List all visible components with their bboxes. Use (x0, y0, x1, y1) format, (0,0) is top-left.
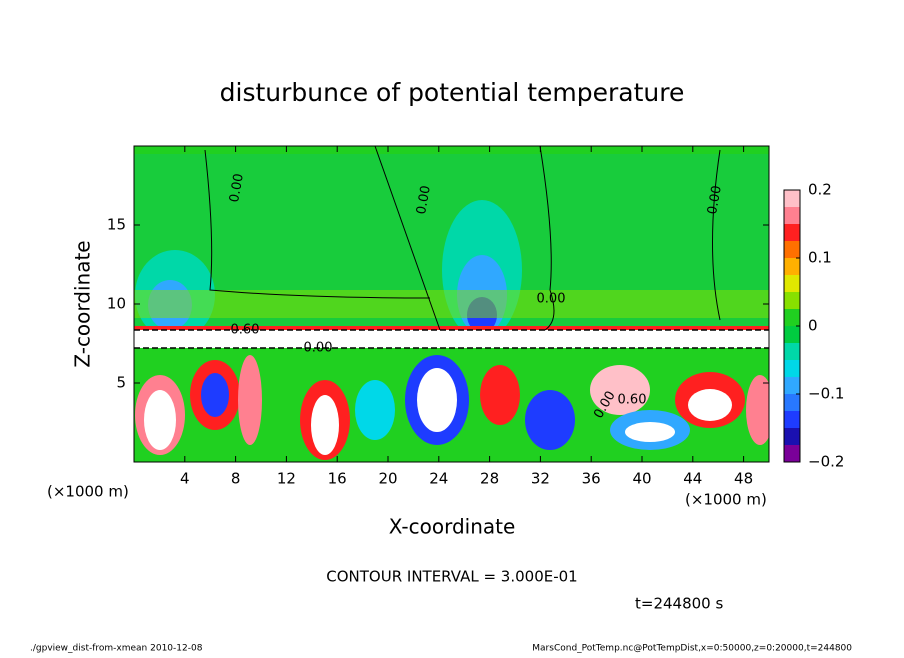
colorbar-tick-label: 0.2 (808, 181, 832, 199)
x-unit: (×1000 m) (685, 491, 767, 509)
footer-right: MarsCond_PotTemp.nc@PotTempDist,x=0:5000… (532, 644, 852, 654)
contour-label: 0.00 (414, 184, 434, 215)
x-axis-label: X-coordinate (389, 515, 516, 539)
colorbar-segment (784, 411, 800, 428)
field-blob (480, 365, 520, 425)
field-blob (688, 389, 732, 421)
colorbar-segment (784, 326, 800, 343)
colorbar-segment (784, 275, 800, 292)
colorbar-segment (784, 241, 800, 258)
field-blob (417, 368, 457, 432)
field-band (134, 290, 769, 318)
colorbar-segment (784, 207, 800, 224)
field-band (134, 326, 769, 330)
colorbar-tick-label: −0.2 (808, 453, 844, 471)
x-tick-label: 12 (277, 470, 296, 488)
colorbar-segment (784, 394, 800, 411)
colorbar-segment (784, 445, 800, 462)
colorbar-segment (784, 360, 800, 377)
field-blob (238, 355, 262, 445)
field-blob (590, 365, 650, 415)
x-tick-label: 20 (378, 470, 397, 488)
colorbar-tick-label: −0.1 (808, 385, 844, 403)
contour-label: 0.00 (227, 172, 247, 203)
contour-line (204, 146, 721, 331)
colorbar-segment (784, 258, 800, 275)
contour-label: 0.00 (705, 184, 725, 215)
field-blob (355, 380, 395, 440)
colorbar-segment (784, 190, 800, 207)
x-tick-label: 48 (734, 470, 753, 488)
y-tick-label: 10 (107, 295, 126, 313)
field-blob (625, 422, 675, 442)
field-blob (525, 390, 575, 450)
colorbar-segment (784, 224, 800, 241)
field-blob (746, 375, 769, 445)
x-unit: (×1000 m) (47, 483, 129, 501)
colorbar-segment (784, 292, 800, 309)
field (134, 146, 769, 462)
field-band (134, 330, 769, 348)
time-label: t=244800 s (635, 595, 723, 613)
x-tick-label: 28 (480, 470, 499, 488)
contour-label: 0.60 (618, 393, 647, 408)
field-blob (201, 373, 229, 417)
contour-label: 0.60 (231, 323, 260, 338)
colorbar-segment (784, 343, 800, 360)
contour-label: 0.00 (537, 292, 566, 307)
y-axis-label: Z-coordinate (71, 240, 95, 367)
footer-left: ./gpview_dist-from-xmean 2010-12-08 (30, 644, 203, 654)
contour-interval: CONTOUR INTERVAL = 3.000E-01 (326, 568, 577, 586)
x-tick-label: 32 (531, 470, 550, 488)
x-tick-label: 40 (632, 470, 651, 488)
x-tick-label: 4 (180, 470, 190, 488)
contour-label: 0.00 (304, 341, 333, 356)
colorbar-tick-label: 0 (808, 317, 818, 335)
colorbar-segment (784, 309, 800, 326)
y-tick-label: 5 (116, 374, 126, 392)
chart-title: disturbunce of potential temperature (220, 78, 685, 107)
colorbar-segment (784, 377, 800, 394)
field-band (134, 146, 769, 154)
field-blob (311, 395, 339, 455)
colorbar-segment (784, 428, 800, 445)
contour-line (134, 329, 769, 349)
field-blob (144, 390, 176, 450)
x-tick-label: 44 (683, 470, 702, 488)
colorbar-tick-label: 0.1 (808, 249, 832, 267)
y-tick-label: 15 (107, 216, 126, 234)
x-tick-label: 24 (429, 470, 448, 488)
x-tick-label: 16 (328, 470, 347, 488)
x-tick-label: 8 (231, 470, 241, 488)
x-tick-label: 36 (582, 470, 601, 488)
